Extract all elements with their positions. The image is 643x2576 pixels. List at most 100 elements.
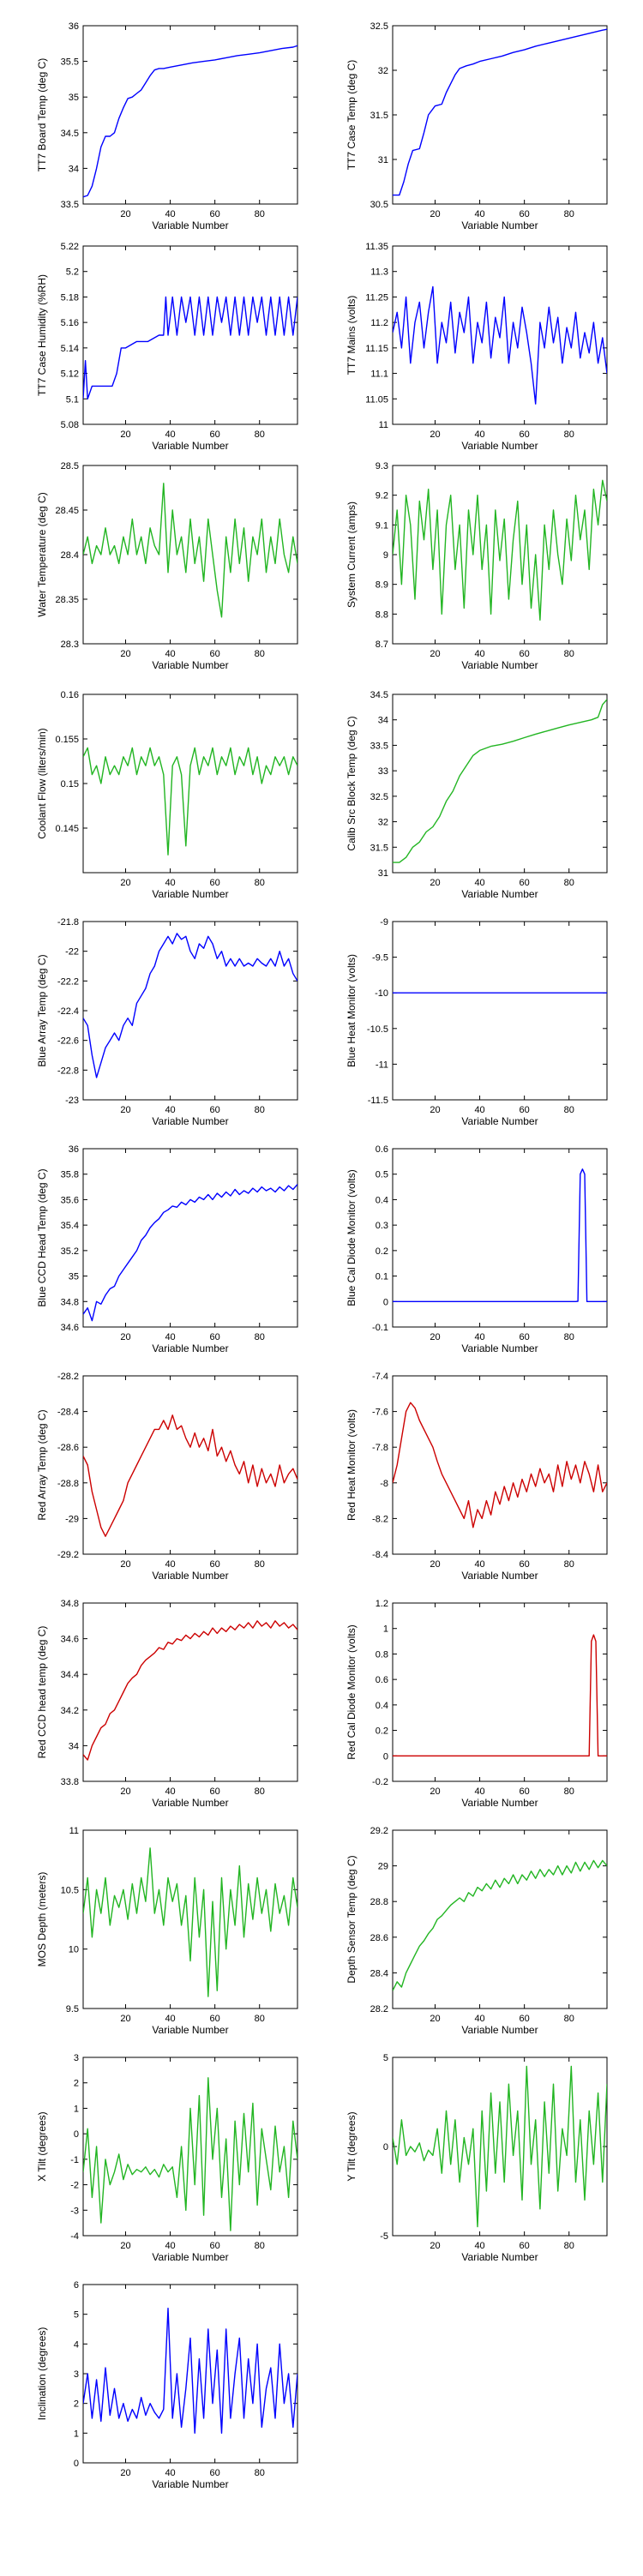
x-axis-label: Variable Number [152,1342,228,1354]
plot-frame [392,25,608,205]
x-tick-label: 40 [474,1332,484,1342]
series-line [83,2308,297,2434]
chart-panel: 5.08 5.1 5.12 5.14 5.16 5.18 5.2 5.22 20 40 60 80 Va… [36,242,298,452]
y-tick-label: -22.8 [57,1066,79,1076]
y-tick-label: 30.5 [370,200,388,210]
x-axis-label: Variable Number [461,659,538,671]
x-tick-label: 80 [564,429,574,440]
y-tick-label: 11.3 [370,267,388,278]
y-tick-label: 32 [378,66,388,76]
series-line [393,699,607,863]
x-tick-label: 20 [430,2014,440,2024]
x-tick-label: 20 [120,878,130,888]
y-tick-label: 2 [74,2079,79,2089]
y-tick-label: 11.05 [365,394,388,405]
chart-panel: 30.5 31 31.5 32 32.5 20 40 60 80 Variable Number T… [346,21,608,231]
x-tick-label: 80 [255,878,265,888]
y-tick-label: 35.5 [61,57,79,68]
y-tick-label: -28.6 [57,1443,79,1453]
x-tick-label: 60 [210,1786,220,1797]
chart-panel: 34.6 34.8 35 35.2 35.4 35.6 35.8 36 20 40 60 80 Vari… [36,1144,298,1354]
x-axis-label: Variable Number [461,1797,538,1809]
series-line [393,1168,607,1302]
plot-frame [82,694,298,874]
y-tick-label: 10.5 [61,1885,79,1895]
series-line [83,296,297,399]
y-tick-label: 8.9 [376,580,388,591]
x-tick-label: 40 [474,209,484,219]
x-tick-label: 40 [474,1786,484,1797]
y-tick-label: 34.5 [61,129,79,139]
y-tick-label: 1 [74,2429,79,2439]
x-axis-label: Variable Number [152,888,228,900]
y-tick-label: -9 [380,917,388,928]
series-line [393,285,607,405]
y-tick-label: 5.08 [61,420,79,430]
y-axis-label: Blue Heat Monitor (volts) [346,954,358,1067]
chart-panel: 28.3 28.35 28.4 28.45 28.5 20 40 60 80 Variable N… [36,461,298,671]
x-tick-label: 80 [564,1786,574,1797]
plot-frame [392,921,608,1101]
x-tick-label: 40 [474,878,484,888]
y-tick-label: 34.6 [61,1323,79,1333]
x-tick-label: 40 [165,2241,175,2251]
x-tick-label: 80 [255,1105,265,1115]
y-tick-label: -5 [380,2231,388,2242]
x-tick-label: 60 [210,429,220,440]
x-tick-label: 80 [255,2241,265,2251]
series-line [83,747,297,856]
y-tick-label: 3 [74,2053,79,2063]
y-tick-label: -7.6 [372,1408,388,1418]
plot-frame [392,694,608,874]
x-tick-label: 60 [520,649,530,659]
chart-panel: 8.7 8.8 8.9 9 9.1 9.2 9.3 20 40 60 80 Variable Numb… [346,461,608,671]
x-tick-label: 40 [165,209,175,219]
x-tick-label: 80 [564,1105,574,1115]
y-tick-label: 33.8 [61,1777,79,1787]
y-tick-label: 8.7 [376,639,388,650]
x-axis-label: Variable Number [461,2024,538,2036]
y-tick-label: 0.6 [376,1144,388,1155]
plot-frame [82,1375,298,1555]
y-tick-label: 35 [69,93,79,103]
x-tick-label: 80 [255,429,265,440]
x-tick-label: 80 [564,649,574,659]
x-axis-label: Variable Number [461,1115,538,1127]
y-tick-label: 4 [74,2339,79,2350]
plot-frame [392,1829,608,2009]
plot-frame [82,1602,298,1782]
y-tick-label: 32 [378,818,388,828]
chart-panel: 0.145 0.15 0.155 0.16 20 40 60 80 Variable Numbe… [36,690,298,900]
y-axis-label: TT7 Case Temp (deg C) [346,60,358,171]
x-tick-label: 20 [430,1332,440,1342]
plot-frame [82,2057,298,2237]
x-axis-label: Variable Number [461,219,538,231]
y-tick-label: 0.1 [376,1272,388,1282]
y-tick-label: 31.5 [370,111,388,121]
chart-panel: 31 31.5 32 32.5 33 33.5 34 34.5 20 40 60 80 Variable… [346,690,608,900]
y-tick-label: -11.5 [368,1096,388,1106]
x-axis-label: Variable Number [152,1797,228,1809]
y-axis-label: Red Heat Monitor (volts) [346,1409,358,1521]
y-axis-label: System Current (amps) [346,501,358,608]
y-tick-label: 11.2 [370,318,388,328]
x-tick-label: 40 [165,2468,175,2478]
y-tick-label: 0.16 [61,690,79,700]
x-tick-label: 80 [564,1559,574,1570]
x-tick-label: 80 [255,1332,265,1342]
chart-panel: 11 11.05 11.1 11.15 11.2 11.25 11.3 11.35 20 40 60… [346,242,608,452]
y-axis-label: Blue Cal Diode Monitor (volts) [346,1169,358,1306]
y-tick-label: 9.3 [376,461,388,471]
plot-frame [82,921,298,1101]
chart-panel: -5 0 5 20 40 60 80 Variable Number Y Tilt (degre… [346,2053,608,2263]
y-tick-label: -0.2 [372,1777,388,1787]
y-axis-label: TT7 Mains (volts) [346,296,358,375]
x-tick-label: 80 [564,2241,574,2251]
x-tick-label: 20 [120,2468,130,2478]
y-tick-label: 35 [69,1272,79,1282]
y-tick-label: 34 [69,164,79,174]
chart-panel: -23 -22.8 -22.6 -22.4 -22.2 -22 -21.8 20 40 60 80 V… [36,917,298,1127]
y-tick-label: -9.5 [372,953,388,964]
plot-frame [82,25,298,205]
plot-frame [82,245,298,425]
